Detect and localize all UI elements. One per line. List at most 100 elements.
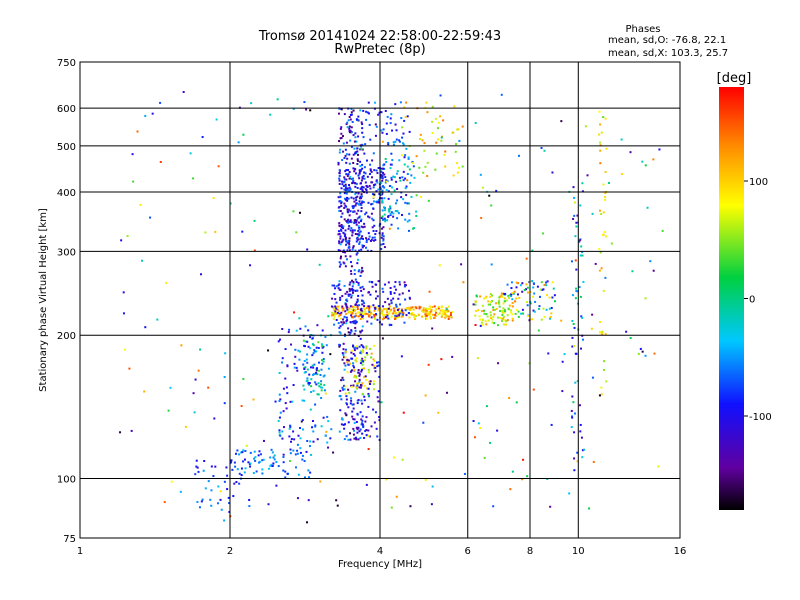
data-point: [359, 428, 362, 431]
data-point: [553, 300, 556, 303]
data-point: [515, 297, 518, 300]
data-point: [350, 288, 353, 291]
data-point: [327, 446, 330, 449]
data-point: [364, 172, 367, 175]
data-point: [398, 139, 401, 142]
data-point: [515, 286, 518, 289]
data-point: [345, 298, 348, 301]
data-point: [487, 300, 490, 303]
y-tick-label: 600: [57, 104, 76, 115]
data-point: [377, 167, 380, 170]
data-point: [341, 307, 344, 310]
data-point: [274, 400, 277, 403]
data-point: [365, 416, 368, 419]
data-point: [356, 258, 359, 261]
data-point: [191, 177, 194, 180]
data-point: [230, 460, 233, 463]
data-point: [391, 186, 394, 189]
data-point: [368, 314, 371, 317]
data-point: [347, 327, 350, 330]
data-point: [345, 220, 348, 223]
data-point: [340, 379, 343, 382]
data-point: [450, 316, 453, 319]
data-point: [346, 199, 349, 202]
data-point: [553, 294, 556, 297]
data-point: [374, 290, 377, 293]
data-point: [354, 314, 357, 317]
data-point: [364, 213, 367, 216]
data-point: [348, 289, 351, 292]
data-point: [311, 426, 314, 429]
data-point: [505, 299, 508, 302]
data-point: [368, 123, 371, 126]
data-point: [415, 307, 418, 310]
data-point: [298, 317, 301, 320]
data-point: [510, 294, 513, 297]
data-point: [446, 315, 449, 318]
data-point: [388, 317, 391, 320]
data-point: [389, 310, 392, 313]
data-point: [341, 352, 344, 355]
data-point: [516, 293, 519, 296]
data-point: [309, 109, 312, 112]
data-point: [452, 174, 455, 177]
data-point: [487, 303, 490, 306]
data-point: [356, 159, 359, 162]
data-point: [457, 128, 460, 131]
data-point: [536, 285, 539, 288]
data-point: [194, 473, 197, 476]
data-point: [431, 131, 434, 134]
data-point: [355, 280, 358, 283]
data-point: [434, 313, 437, 316]
data-point: [382, 235, 385, 238]
data-point: [367, 429, 370, 432]
data-point: [389, 287, 392, 290]
data-point: [303, 399, 306, 402]
data-point: [356, 158, 359, 161]
data-point: [339, 192, 342, 195]
data-point: [365, 189, 368, 192]
data-point: [244, 450, 247, 453]
data-point: [430, 308, 433, 311]
data-point: [561, 360, 564, 363]
data-point: [412, 308, 415, 311]
data-point: [339, 200, 342, 203]
data-point: [357, 334, 360, 337]
data-point: [480, 321, 483, 324]
data-point: [343, 113, 346, 116]
data-point: [351, 205, 354, 208]
x-tick-label: 16: [674, 546, 687, 557]
data-point: [269, 456, 272, 459]
data-point: [361, 163, 364, 166]
data-point: [332, 313, 335, 316]
data-point: [499, 295, 502, 298]
data-point: [396, 199, 399, 202]
data-point: [429, 315, 432, 318]
data-point: [415, 155, 418, 158]
data-point: [545, 294, 548, 297]
data-point: [389, 290, 392, 293]
data-point: [354, 380, 357, 383]
data-point: [600, 332, 603, 335]
data-point: [517, 310, 520, 313]
data-point: [306, 248, 309, 251]
data-point: [381, 177, 384, 180]
data-point: [644, 164, 647, 167]
data-point: [360, 179, 363, 182]
data-point: [444, 316, 447, 319]
data-point: [392, 143, 395, 146]
data-point: [240, 474, 243, 477]
data-point: [237, 141, 240, 144]
data-point: [356, 252, 359, 255]
data-point: [351, 229, 354, 232]
data-point: [374, 297, 377, 300]
data-point: [238, 482, 241, 485]
data-point: [352, 362, 355, 365]
data-point: [343, 438, 346, 441]
data-point: [365, 307, 368, 310]
data-point: [620, 173, 623, 176]
data-point: [340, 417, 343, 420]
data-point: [305, 380, 308, 383]
data-point: [343, 356, 346, 359]
data-point: [293, 366, 296, 369]
